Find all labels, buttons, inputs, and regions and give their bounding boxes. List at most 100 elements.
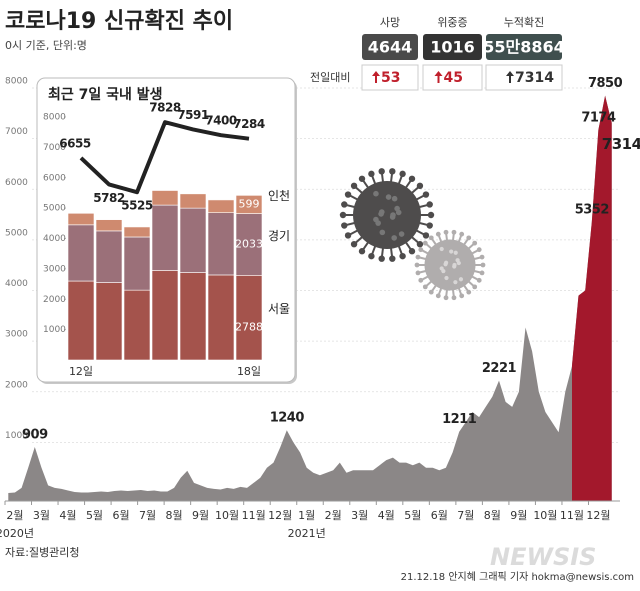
spike-tip (378, 255, 385, 262)
value-label: 7850 (588, 76, 623, 91)
virus-dot (458, 277, 464, 282)
virus-dot (391, 235, 397, 241)
y-tick-label: 6000 (5, 178, 28, 188)
virus-illustration (339, 168, 486, 301)
x-tick-label: 9월 (192, 509, 209, 522)
spike-tip (416, 240, 424, 248)
year-label: 2021년 (288, 527, 326, 540)
line-label: 7284 (233, 117, 265, 131)
virus-dot (453, 280, 458, 285)
value-label: 1240 (270, 411, 305, 426)
area (8, 95, 612, 501)
x-tick-label: 5월 (86, 509, 103, 522)
spike-tip (415, 254, 421, 260)
inset-y-tick-label: 6000 (43, 173, 66, 183)
x-tick-label: 6월 (112, 509, 129, 522)
stacked-bar (151, 190, 179, 206)
spike-tip (399, 170, 406, 178)
virus-dot (379, 229, 386, 236)
virus-dot (439, 246, 444, 252)
y-tick-label: 8000 (5, 77, 28, 87)
spike-tip (476, 247, 482, 253)
stacked-bar (207, 212, 235, 276)
series-name: 서울 (268, 302, 290, 316)
spike-tip (422, 284, 428, 290)
source: 자료:질병관리청 (5, 546, 80, 559)
spike-tip (339, 211, 347, 219)
stacked-bar (67, 280, 95, 361)
spike-tip (479, 270, 485, 276)
series-name: 인천 (268, 188, 290, 203)
inset-y-tick-label: 1000 (43, 325, 66, 335)
spike-tip (422, 232, 430, 239)
stat-label: 위중증 (437, 16, 467, 29)
spike-tip (416, 182, 424, 190)
stacked-bar (235, 195, 263, 214)
line-label: 7400 (205, 114, 237, 128)
virus-dot (456, 260, 461, 266)
stacked-bar (95, 230, 123, 283)
x-tick-label: 9월 (510, 509, 527, 522)
virus-dot (395, 209, 402, 216)
virus-dot (439, 266, 444, 271)
spike-tip (451, 295, 457, 301)
spike-tip (480, 262, 486, 268)
virus-body (353, 181, 421, 249)
virus-dot (379, 209, 385, 215)
spike-tip (344, 191, 352, 198)
spike-tip (466, 289, 472, 295)
spike-tip (389, 168, 396, 175)
segment-label: 2788 (235, 321, 263, 334)
spike-tip (427, 211, 435, 219)
stacked-bar (95, 282, 123, 361)
stacked-bar (151, 204, 179, 271)
spike-tip (476, 277, 482, 283)
stat-change: 45 (444, 70, 463, 86)
stat-label: 사망 (380, 16, 400, 29)
virus-dot (444, 275, 449, 281)
value-label: 1211 (442, 412, 477, 427)
x-tick-label: 10월 (533, 509, 557, 522)
stacked-bar (179, 207, 207, 273)
value-label: 7314 (602, 135, 640, 153)
spike-tip (344, 232, 352, 239)
year-label: 2020년 (0, 527, 34, 540)
y-tick-label: 3000 (5, 330, 28, 340)
inset-x-label: 18일 (237, 364, 261, 378)
spike-tip (472, 240, 478, 246)
spike-tip (350, 182, 358, 190)
spike-tip (358, 175, 366, 182)
stacked-bar (179, 272, 207, 361)
stat-value: 1016 (430, 38, 475, 57)
stacked-bar (123, 226, 151, 238)
stacked-bar (235, 275, 263, 361)
x-tick-label: 8월 (484, 509, 501, 522)
stat-box (423, 34, 482, 60)
spike-tip (459, 231, 465, 237)
up-arrow (372, 71, 380, 83)
stacked-bar (235, 213, 263, 276)
stacked-bar (123, 289, 151, 361)
stat-box (362, 34, 418, 60)
spike-tip (422, 191, 430, 198)
value-label: 909 (22, 427, 48, 442)
spike-tip (479, 254, 485, 260)
series-name: 경기 (268, 229, 290, 243)
spike-tip (443, 229, 449, 235)
inset-y-tick-label: 4000 (43, 234, 66, 244)
virus-dot (391, 195, 398, 202)
stacked-bar (123, 236, 151, 291)
spike-tip (408, 248, 416, 255)
spike-tip (435, 231, 441, 237)
line-label: 7591 (177, 108, 209, 122)
inset-y-tick-label: 5000 (43, 204, 66, 214)
value-label: 5352 (575, 203, 609, 218)
watermark: NEWSIS (490, 543, 596, 571)
virus-body (424, 239, 476, 291)
x-tick-label: 11월 (242, 509, 266, 522)
line-label: 5782 (93, 191, 125, 205)
spike-tip (472, 284, 478, 290)
spike-tip (399, 252, 406, 260)
stacked-bar (95, 219, 123, 232)
virus-dot (449, 249, 454, 254)
